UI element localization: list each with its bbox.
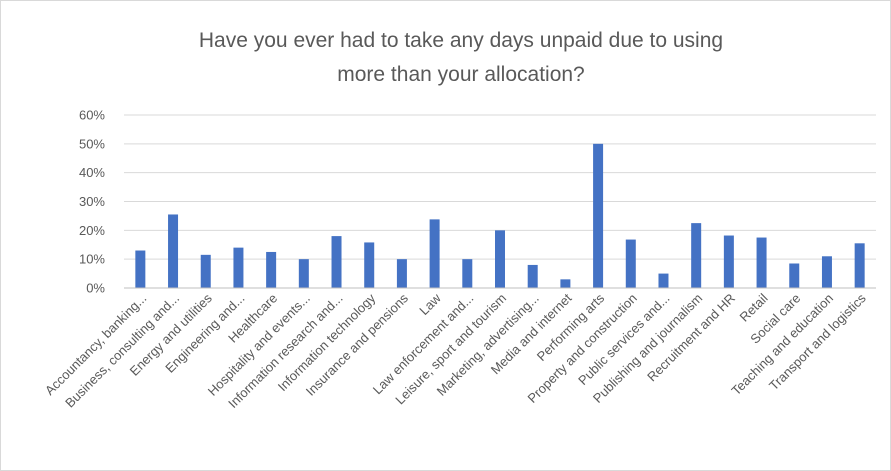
bar bbox=[168, 214, 179, 288]
bar bbox=[364, 242, 375, 288]
y-tick-label: 30% bbox=[79, 194, 105, 209]
bar bbox=[691, 223, 702, 288]
bar bbox=[135, 250, 146, 288]
category-label: Law bbox=[416, 290, 444, 318]
bar bbox=[396, 259, 407, 288]
bar bbox=[233, 247, 244, 288]
bar bbox=[200, 254, 211, 288]
bar bbox=[462, 259, 473, 288]
bar bbox=[593, 143, 604, 288]
bar bbox=[658, 273, 669, 288]
bar bbox=[560, 279, 571, 288]
y-tick-label: 50% bbox=[79, 136, 105, 151]
bar bbox=[854, 243, 865, 288]
y-tick-label: 60% bbox=[79, 108, 105, 123]
bar bbox=[331, 236, 342, 288]
chart-title-line-2: more than your allocation? bbox=[337, 63, 584, 86]
gridlines bbox=[124, 114, 876, 260]
chart-title-line-1: Have you ever had to take any days unpai… bbox=[199, 29, 723, 52]
bar bbox=[527, 264, 538, 288]
bar bbox=[625, 239, 636, 288]
bar bbox=[821, 256, 832, 288]
x-axis-categories: Accountancy, banking...Business, consult… bbox=[42, 290, 869, 411]
bars bbox=[135, 143, 865, 288]
bar bbox=[429, 219, 440, 288]
bar bbox=[495, 230, 505, 288]
y-tick-label: 0% bbox=[86, 281, 105, 296]
bar bbox=[723, 235, 734, 288]
bar bbox=[266, 251, 277, 288]
y-tick-label: 20% bbox=[79, 223, 105, 238]
bar bbox=[789, 263, 800, 288]
bar bbox=[756, 237, 767, 288]
y-tick-label: 10% bbox=[79, 252, 105, 267]
y-tick-label: 40% bbox=[79, 165, 105, 180]
bar bbox=[298, 259, 309, 288]
y-axis-ticks: 0% 10% 20% 30% 40% 50% 60% bbox=[79, 108, 105, 296]
